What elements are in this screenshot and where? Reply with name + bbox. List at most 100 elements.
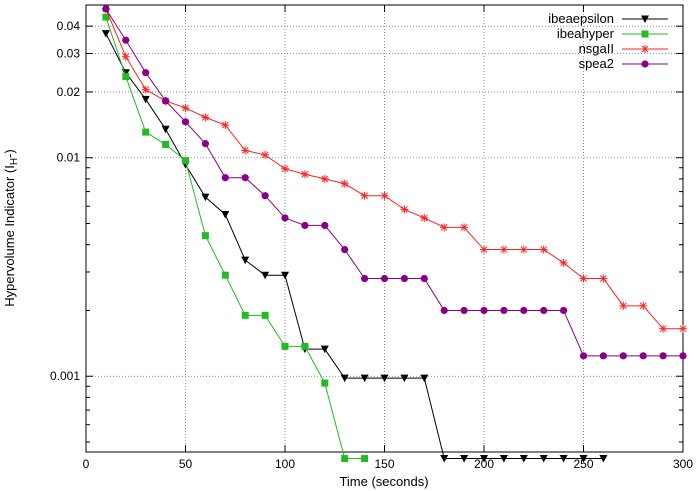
data-point-ibeaepsilon (460, 455, 469, 463)
legend-label-spea2: spea2 (579, 56, 614, 71)
data-point-ibeaepsilon (221, 210, 230, 219)
legend-marker-nsgaII (641, 45, 649, 53)
data-point-spea2 (599, 352, 608, 360)
data-point-nsgaII (121, 52, 130, 61)
data-point-spea2 (420, 274, 428, 283)
data-point-nsgaII (300, 170, 309, 179)
data-point-nsgaII (679, 324, 687, 333)
series-ibeahyper (102, 13, 369, 463)
x-tick-label: 150 (374, 457, 394, 471)
grid (86, 5, 683, 452)
star-stroke (221, 121, 229, 129)
y-tick-label: 0.02 (57, 85, 81, 99)
star-stroke (142, 86, 150, 93)
data-point-spea2 (540, 306, 548, 315)
data-point-spea2 (281, 214, 289, 222)
legend-marker-ibeaepsilon (641, 15, 649, 23)
legend-label-ibeaepsilon: ibeaepsilon (548, 11, 614, 26)
x-tick-label: 50 (179, 457, 193, 471)
y-axis-title: Hypervolume Indicator (IH-) (2, 149, 20, 307)
data-point-spea2 (619, 352, 627, 360)
data-point-ibeaepsilon (539, 455, 548, 463)
star-stroke (281, 165, 289, 173)
data-point-nsgaII (480, 245, 488, 254)
star-stroke (261, 151, 269, 159)
data-point-ibeaepsilon (201, 193, 210, 202)
y-tick-label: 0.001 (50, 369, 80, 383)
data-point-nsgaII (559, 258, 568, 267)
star-stroke (241, 147, 249, 154)
series-spea2 (102, 5, 687, 360)
legend-marker-ibeahyper (641, 30, 649, 38)
star-stroke (182, 104, 189, 112)
data-point-spea2 (341, 245, 349, 254)
data-point-ibeahyper (182, 157, 189, 165)
data-point-spea2 (201, 140, 209, 148)
data-point-ibeahyper (241, 311, 249, 319)
data-point-spea2 (500, 306, 508, 315)
data-point-nsgaII (639, 301, 648, 310)
x-axis-title: Time (seconds) (339, 474, 428, 489)
data-point-spea2 (301, 221, 309, 230)
legend-label-ibeahyper: ibeahyper (557, 26, 615, 41)
data-point-spea2 (639, 352, 647, 360)
data-point-nsgaII (201, 113, 210, 122)
star-stroke (122, 53, 130, 61)
star-stroke (460, 224, 468, 231)
data-point-nsgaII (539, 245, 548, 254)
data-point-spea2 (659, 352, 667, 360)
data-point-ibeaepsilon (499, 455, 508, 463)
star-stroke (600, 275, 607, 282)
plot-frame (85, 4, 684, 453)
y-axis-title-subscript: H (9, 158, 20, 165)
data-point-nsgaII (261, 150, 270, 159)
data-point-ibeaepsilon (161, 125, 170, 134)
x-tick-label: 250 (573, 457, 593, 471)
data-point-nsgaII (281, 164, 289, 173)
x-tick-label: 200 (474, 457, 494, 471)
data-point-spea2 (361, 274, 369, 283)
data-point-nsgaII (499, 245, 508, 254)
data-point-spea2 (102, 5, 110, 13)
star-stroke (560, 259, 567, 267)
star-stroke (341, 180, 349, 188)
star-stroke (301, 170, 309, 178)
data-point-spea2 (440, 306, 448, 315)
legend-label-nsgaII: nsgaII (579, 41, 614, 56)
data-point-ibeahyper (122, 73, 130, 81)
star-stroke (420, 214, 428, 222)
data-point-ibeaepsilon (599, 455, 608, 463)
star-stroke (321, 175, 329, 183)
data-point-nsgaII (420, 213, 429, 222)
data-point-spea2 (241, 174, 249, 182)
data-point-ibeaepsilon (480, 455, 488, 463)
data-point-ibeahyper (341, 455, 349, 463)
data-point-ibeaepsilon (380, 374, 389, 383)
y-axis-title-suffix: -) (2, 149, 17, 158)
data-point-ibeahyper (281, 342, 289, 350)
series-ibeaepsilon (101, 30, 608, 463)
data-point-ibeaepsilon (320, 345, 329, 354)
data-point-ibeaepsilon (340, 374, 349, 383)
data-point-ibeahyper (261, 311, 269, 319)
data-point-ibeaepsilon (440, 455, 449, 463)
data-point-nsgaII (440, 223, 449, 232)
data-point-ibeaepsilon (400, 374, 409, 383)
star-stroke (520, 246, 528, 253)
data-point-ibeaepsilon (360, 374, 369, 383)
data-point-ibeaepsilon (141, 95, 150, 104)
star-stroke (641, 45, 649, 53)
x-tick-label: 300 (673, 457, 693, 471)
data-point-ibeaepsilon (261, 271, 270, 280)
data-point-ibeahyper (201, 232, 209, 240)
series-group (101, 4, 687, 463)
data-point-nsgaII (400, 205, 409, 214)
star-stroke (619, 302, 627, 310)
data-point-spea2 (679, 352, 687, 360)
data-point-nsgaII (360, 191, 369, 200)
data-point-ibeahyper (361, 455, 369, 463)
data-point-ibeahyper (321, 379, 329, 387)
